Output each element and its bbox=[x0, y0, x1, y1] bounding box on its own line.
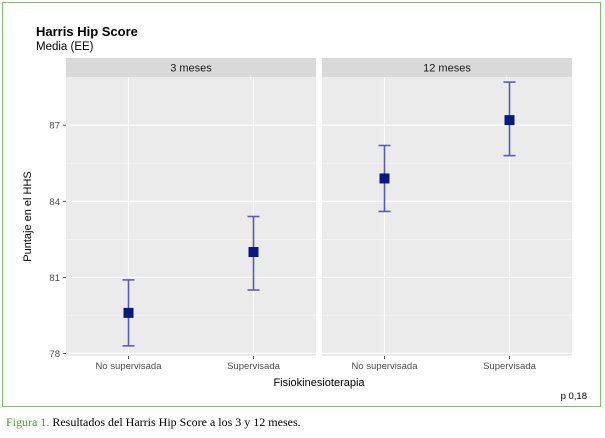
y-axis-title: Puntaje en el HHS bbox=[22, 171, 34, 262]
x-tick-label: Supervisada bbox=[227, 361, 281, 372]
y-tick-label: 81 bbox=[49, 273, 60, 284]
figure-label: Figura 1. bbox=[6, 415, 50, 429]
facet-strip-1 bbox=[66, 58, 316, 77]
x-tick-label: No supervisada bbox=[351, 361, 418, 372]
facet-strip-label: 12 meses bbox=[423, 63, 471, 75]
x-tick-label: Supervisada bbox=[483, 361, 537, 372]
facet-panel-1 bbox=[66, 77, 316, 356]
y-tick-label: 78 bbox=[49, 349, 60, 360]
figure-caption: Figura 1. Resultados del Harris Hip Scor… bbox=[6, 415, 301, 430]
x-tick-label: No supervisada bbox=[95, 361, 162, 372]
figure-caption-text: Resultados del Harris Hip Score a los 3 … bbox=[49, 415, 301, 429]
x-axis-title: Fisiokinesioterapia bbox=[273, 377, 365, 389]
mean-point bbox=[379, 173, 390, 184]
chart-title: Harris Hip Score bbox=[36, 24, 138, 39]
p-value-annotation: p 0,18 bbox=[560, 391, 587, 402]
mean-point bbox=[504, 115, 515, 126]
facet-strip-label: 3 meses bbox=[170, 63, 212, 75]
mean-point bbox=[123, 307, 134, 318]
chart-subtitle: Media (EE) bbox=[36, 41, 94, 53]
mean-point bbox=[248, 247, 259, 258]
y-tick-label: 84 bbox=[49, 197, 60, 208]
facet-panel-2 bbox=[322, 77, 572, 356]
y-tick-label: 87 bbox=[49, 121, 60, 132]
facet-strip-2 bbox=[322, 58, 572, 77]
